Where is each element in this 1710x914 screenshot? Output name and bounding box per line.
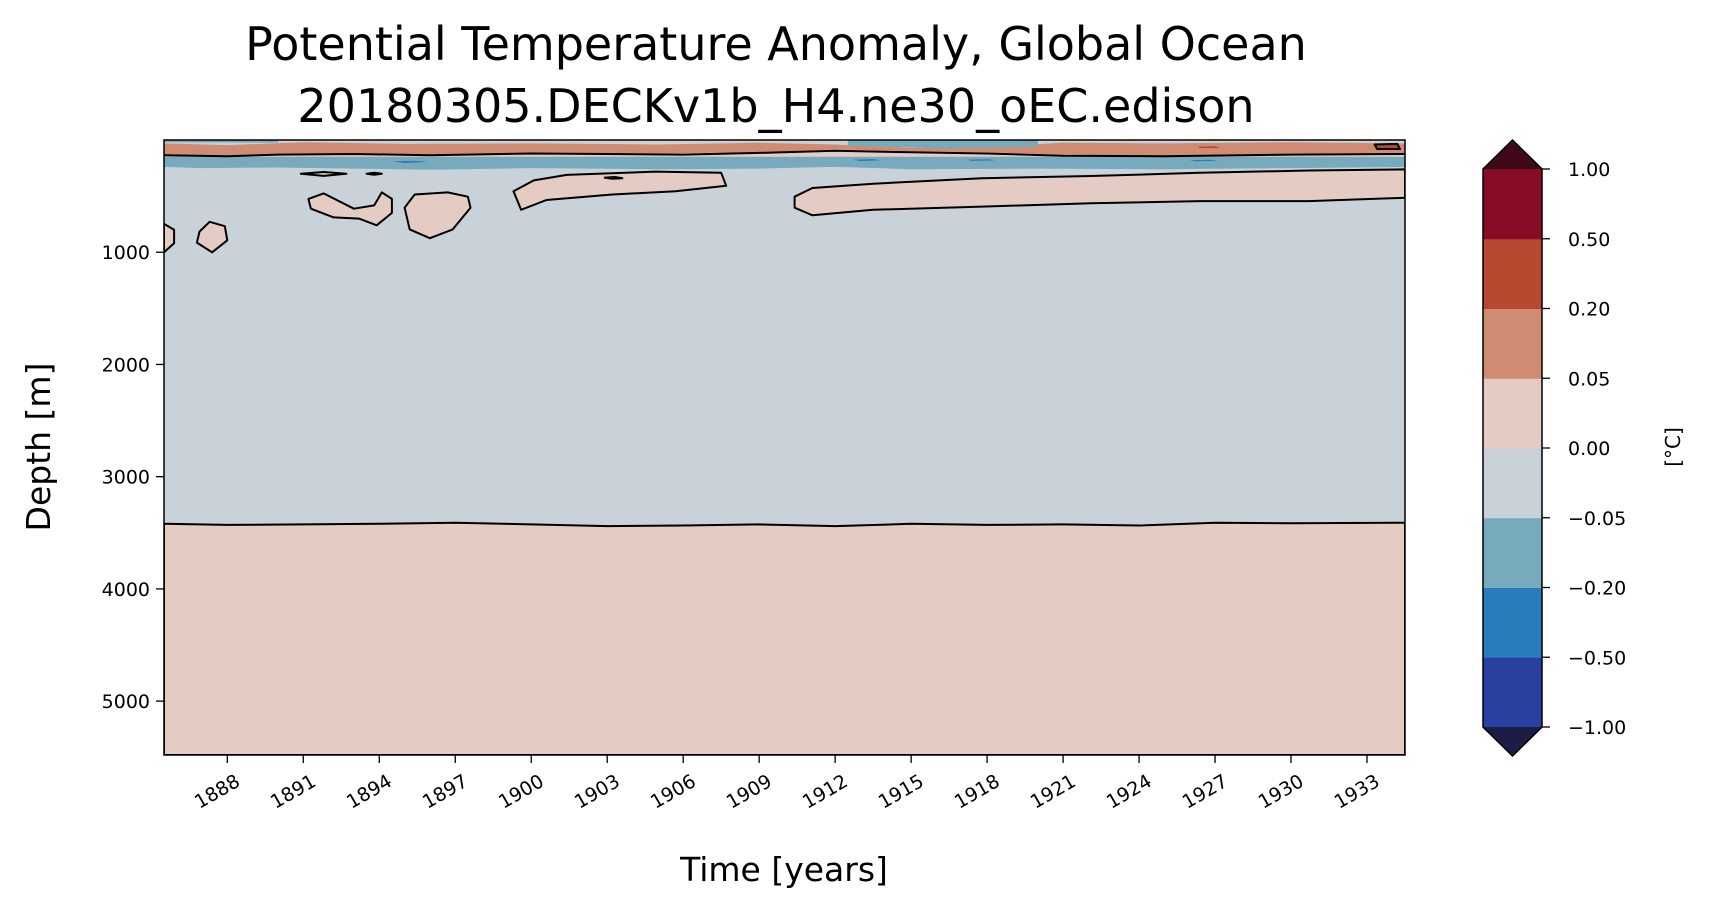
region-surface-warm-layer bbox=[164, 142, 1405, 156]
x-tick-label: 1921 bbox=[1027, 770, 1080, 813]
colorbar-band bbox=[1483, 238, 1542, 309]
x-axis-label: Time [years] bbox=[679, 850, 888, 889]
y-tick-label: 4000 bbox=[102, 579, 150, 601]
region-blob-small-1891 bbox=[299, 171, 348, 177]
colorbar-label: [°C] bbox=[1661, 427, 1685, 467]
x-tick-label: 1933 bbox=[1331, 770, 1384, 813]
x-tick-label: 1900 bbox=[495, 770, 548, 813]
region-spot-warm-2 bbox=[1373, 142, 1401, 150]
y-axis: 1000 2000 3000 4000 5000 bbox=[102, 242, 164, 713]
region-blob-1891-1894 bbox=[307, 191, 393, 227]
x-tick-label: 1894 bbox=[343, 770, 396, 813]
colorbar-band bbox=[1483, 169, 1542, 240]
region-blob-1899-1907 bbox=[512, 170, 728, 211]
region-blob-small-1904 bbox=[603, 176, 624, 180]
x-tick-label: 1918 bbox=[951, 770, 1004, 813]
y-tick-label: 1000 bbox=[102, 242, 150, 264]
colorbar-tick-label: −0.05 bbox=[1568, 508, 1626, 530]
region-blob-1887 bbox=[195, 220, 229, 254]
plot-area bbox=[163, 139, 1406, 756]
y-tick-label: 2000 bbox=[102, 354, 150, 376]
y-axis-label: Depth [m] bbox=[19, 363, 58, 532]
x-tick-label: 1906 bbox=[647, 770, 700, 813]
region-blob-1910-1934 bbox=[793, 168, 1405, 217]
x-tick-label: 1924 bbox=[1103, 770, 1156, 813]
region-spot-strong-cool-2 bbox=[852, 159, 881, 162]
contour-line-surface-contour bbox=[164, 149, 1405, 158]
chart-title-line-1: Potential Temperature Anomaly, Global Oc… bbox=[245, 17, 1307, 71]
x-tick-label: 1915 bbox=[875, 770, 928, 813]
x-tick-label: 1897 bbox=[419, 770, 472, 813]
colorbar: −1.00 −0.50 −0.20 −0.05 0.00 0.05 0.20 0.50 1.00 bbox=[1482, 138, 1626, 758]
y-tick-label: 3000 bbox=[102, 467, 150, 489]
colorbar-tick-label: 0.20 bbox=[1568, 299, 1610, 321]
x-axis: 1888 1891 1894 1897 1900 1903 1906 1909 1912 1915… bbox=[191, 755, 1384, 814]
x-tick-label: 1909 bbox=[723, 770, 776, 813]
plot-frame bbox=[163, 139, 1406, 756]
region-deep-warm-layer bbox=[164, 521, 1405, 755]
region-spot-strong-cool-3 bbox=[966, 159, 995, 161]
region-blob-small-1893 bbox=[365, 171, 383, 176]
chart-title-line-2: 20180305.DECKv1b_H4.ne30_oEC.edison bbox=[297, 79, 1254, 133]
colorbar-tick-label: −0.50 bbox=[1568, 647, 1626, 669]
colorbar-over-triangle bbox=[1483, 140, 1542, 169]
colorbar-tick-label: 0.05 bbox=[1568, 368, 1610, 390]
x-tick-label: 1903 bbox=[571, 770, 624, 813]
colorbar-band bbox=[1483, 657, 1542, 728]
region-spot-strong-cool-4 bbox=[1189, 159, 1218, 162]
x-tick-label: 1912 bbox=[799, 770, 852, 813]
colorbar-band bbox=[1483, 517, 1542, 588]
x-tick-label: 1891 bbox=[267, 770, 320, 813]
x-tick-label: 1927 bbox=[1179, 770, 1232, 813]
colorbar-band bbox=[1483, 308, 1542, 379]
region-surface-cool-top bbox=[847, 140, 1038, 149]
colorbar-band bbox=[1483, 448, 1542, 519]
colorbar-band bbox=[1483, 587, 1542, 658]
colorbar-tick-label: 0.00 bbox=[1568, 438, 1610, 460]
region-blob-1895-1897 bbox=[403, 191, 472, 240]
colorbar-tick-label: 1.00 bbox=[1568, 159, 1610, 181]
y-tick-label: 5000 bbox=[102, 691, 150, 713]
colorbar-band bbox=[1483, 378, 1542, 449]
colorbar-under-triangle bbox=[1483, 727, 1542, 756]
region-spot-warm-1 bbox=[1197, 146, 1221, 149]
x-tick-label: 1930 bbox=[1255, 770, 1308, 813]
x-tick-label: 1888 bbox=[191, 770, 244, 813]
colorbar-tick-label: 0.50 bbox=[1568, 229, 1610, 251]
colorbar-tick-label: −1.00 bbox=[1568, 717, 1626, 739]
region-blob-left-edge bbox=[164, 222, 176, 254]
region-spot-strong-cool-1 bbox=[391, 160, 428, 163]
colorbar-tick-label: −0.20 bbox=[1568, 578, 1626, 600]
